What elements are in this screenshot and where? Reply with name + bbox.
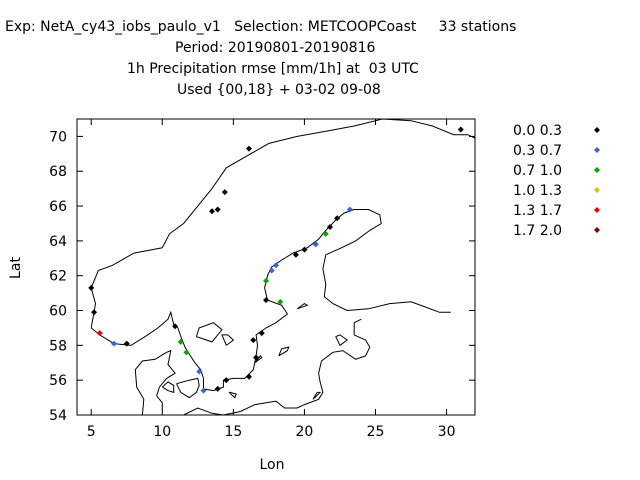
axes: 5 10 15 20 25 30 54 56 58 60 62 64 66 68 70 Lon Lat: [8, 119, 475, 473]
legend-label: 0.7 1.0: [513, 163, 562, 179]
station-point: [96, 330, 103, 337]
coastline-map: [90, 118, 476, 416]
legend-marker: [594, 207, 600, 213]
station-point: [273, 262, 279, 269]
station-point: [123, 340, 130, 347]
coastline-segment: [312, 391, 322, 400]
legend-label: 0.3 0.7: [513, 143, 562, 159]
title-line-parameter: 1h Precipitation rmse [mm/1h] at 03 UTC: [127, 61, 419, 77]
station-point: [209, 208, 216, 215]
y-tick-label: 56: [49, 373, 67, 389]
station-point: [245, 145, 252, 152]
station-point: [258, 330, 265, 337]
x-tick-label: 15: [224, 424, 242, 440]
x-tick-label: 10: [153, 424, 171, 440]
coastline-segment: [134, 349, 176, 416]
legend-marker: [594, 147, 600, 153]
station-point: [277, 298, 284, 305]
station-point: [91, 309, 98, 316]
station-point: [172, 323, 179, 330]
station-point: [457, 126, 464, 133]
y-tick-label: 68: [49, 164, 67, 180]
station-point: [322, 230, 329, 237]
station-point: [223, 377, 230, 384]
station-point: [263, 297, 270, 304]
station-point: [214, 385, 221, 392]
x-tick-label: 5: [87, 424, 96, 440]
title-line-period: Period: 20190801-20190816: [175, 40, 376, 56]
station-point: [334, 215, 341, 222]
legend-label: 1.3 1.7: [513, 203, 562, 219]
plot-frame: [76, 118, 476, 416]
y-tick-label: 60: [49, 304, 67, 320]
coastline-segment: [173, 318, 371, 416]
y-tick-label: 54: [49, 408, 67, 424]
station-point: [200, 387, 207, 394]
y-tick-label: 62: [49, 269, 67, 285]
y-tick-label: 66: [49, 199, 67, 215]
coastline-segment: [221, 334, 235, 346]
legend-label: 1.7 2.0: [513, 223, 562, 239]
coastline-segment: [90, 118, 476, 328]
station-point: [177, 338, 184, 345]
y-tick-label: 64: [49, 234, 67, 250]
station-point: [110, 340, 117, 347]
legend-marker: [594, 127, 600, 133]
y-tick-label: 58: [49, 338, 67, 354]
y-axis-label: Lat: [8, 257, 24, 279]
legend-marker: [594, 187, 600, 193]
legend: 0.0 0.3 0.3 0.7 0.7 1.0 1.0 1.3 1.3 1.7 1.7 2…: [513, 123, 600, 239]
station-point: [250, 337, 257, 344]
x-tick-label: 30: [438, 424, 456, 440]
y-tick-label: 70: [49, 129, 67, 145]
station-point: [221, 189, 228, 196]
station-point: [88, 284, 95, 291]
station-point: [268, 267, 275, 274]
x-tick-label: 20: [296, 424, 314, 440]
coastline-segment: [195, 322, 223, 343]
data-points: [88, 126, 464, 394]
legend-label: 1.0 1.3: [513, 183, 562, 199]
station-point: [312, 241, 319, 248]
coastline-segment: [297, 303, 309, 310]
x-tick-label: 25: [367, 424, 385, 440]
station-point: [301, 246, 308, 253]
coastline-segment: [90, 209, 451, 392]
station-point: [346, 206, 353, 213]
x-axis-label: Lon: [260, 457, 285, 473]
coastline-segment: [335, 334, 348, 347]
station-point: [214, 206, 221, 213]
coastline-segment: [161, 381, 175, 394]
station-point: [253, 354, 260, 361]
coastline-segment: [176, 377, 200, 399]
station-point: [183, 349, 190, 356]
coastline-segment: [228, 391, 237, 399]
station-point: [327, 223, 334, 230]
legend-marker: [594, 167, 600, 173]
legend-marker: [594, 227, 600, 233]
station-point: [196, 368, 203, 375]
station-point: [245, 373, 252, 380]
title-line-used: Used {00,18} + 03-02 09-08: [177, 82, 381, 98]
coastline-segment: [278, 346, 290, 357]
title-line-experiment: Exp: NetA_cy43_iobs_paulo_v1 Selection: …: [5, 19, 517, 35]
coastline-segment: [254, 355, 263, 364]
station-point: [292, 251, 299, 258]
station-point: [263, 277, 270, 284]
legend-label: 0.0 0.3: [513, 123, 562, 139]
